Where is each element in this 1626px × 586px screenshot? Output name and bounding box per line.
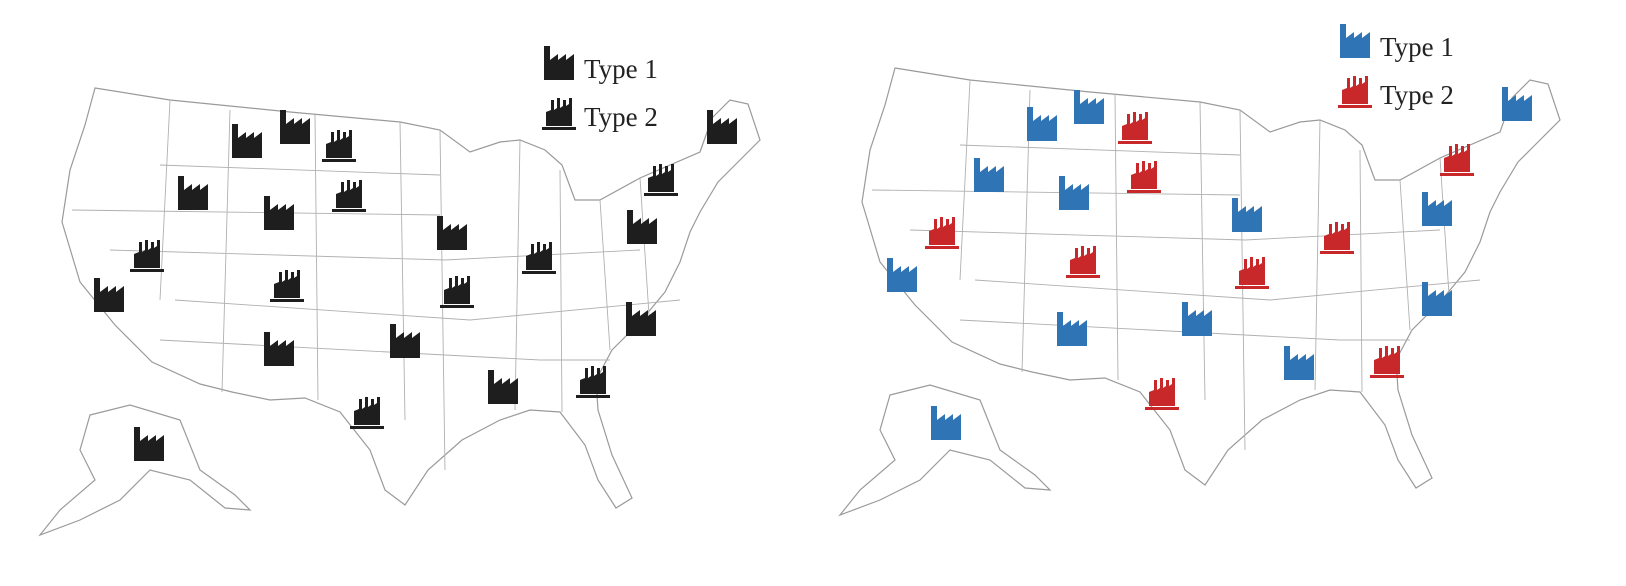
left-map: Type 1 Type 2 xyxy=(39,46,761,536)
legend-label: Type 2 xyxy=(1380,80,1454,110)
us-map-outline xyxy=(39,87,761,536)
legend-label: Type 2 xyxy=(584,102,658,132)
right-map: Type 1 Type 2 xyxy=(839,24,1561,516)
legend-label: Type 1 xyxy=(584,54,658,84)
legend-icon xyxy=(542,98,576,130)
legend-icon xyxy=(544,46,574,80)
legend: Type 1 Type 2 xyxy=(1338,24,1454,110)
legend-icon xyxy=(1338,76,1372,108)
legend-icon xyxy=(1340,24,1370,58)
legend: Type 1 Type 2 xyxy=(542,46,658,132)
legend-label: Type 1 xyxy=(1380,32,1454,62)
